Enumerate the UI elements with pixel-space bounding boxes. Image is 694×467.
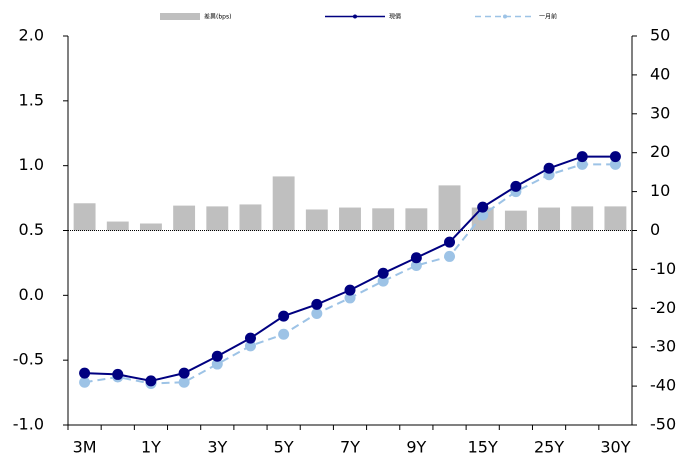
bar [73,203,96,231]
y2-tick-label: 20 [650,142,670,161]
point [444,250,456,262]
point [211,358,223,370]
y-tick-label: -1.0 [13,415,44,434]
bar [305,209,328,231]
point [444,236,456,248]
x-tick-label: 15Y [468,438,498,457]
y2-tick-label: -10 [650,259,676,278]
y-tick-label: 0.5 [19,220,44,239]
point [576,158,588,170]
y-tick-label: 0.0 [19,285,44,304]
line [84,155,616,382]
bar [173,205,196,231]
y2-tick-label: 40 [650,64,670,83]
y2-tick-label: -50 [650,415,676,434]
bar [405,208,428,231]
y-tick-label: 1.0 [19,155,44,174]
point [211,350,223,362]
x-tick-label: 3Y [207,438,227,457]
point [244,332,256,344]
bar [339,207,361,231]
point [311,298,323,310]
point [377,267,389,279]
point [377,275,389,287]
y2-tick-label: 0 [650,220,660,239]
bar [106,221,129,231]
legend-label: 一月前 [539,13,557,21]
point [79,367,91,379]
y2-tick-label: 30 [650,103,670,122]
point [311,307,323,319]
point [244,340,256,352]
point [112,368,124,380]
x-tick-label: 25Y [534,438,564,457]
x-tick-label: 9Y [406,438,426,457]
point [145,375,157,387]
bar [438,185,461,231]
point [344,284,356,296]
point [278,328,290,340]
line [84,163,616,385]
bar [239,204,262,231]
legend-label: 差異(bps) [204,13,231,21]
bar [504,210,527,231]
x-tick-label: 1Y [141,438,161,457]
point [344,292,356,304]
point [543,162,555,174]
bar [538,207,561,231]
y2-tick-label: -30 [650,337,676,356]
bar [206,206,229,231]
point [609,151,621,163]
legend-label: 現價 [389,13,401,21]
point [79,376,91,388]
y2-tick-label: -20 [650,298,676,317]
legend-marker [353,14,357,19]
point [477,209,489,221]
point [576,151,588,163]
y2-tick-label: -40 [650,376,676,395]
point [477,201,489,213]
x-tick-label: 30Y [600,438,630,457]
point [510,180,522,192]
point [410,252,422,264]
y2-tick-label: 50 [650,26,670,45]
legend-swatch [160,13,200,20]
y-tick-label: 2.0 [19,26,44,45]
bar [372,208,395,231]
x-tick-label: 3M [73,438,97,457]
y2-tick-label: 10 [650,181,670,200]
point [178,376,190,388]
bar [604,206,627,231]
y-tick-label: 1.5 [19,90,44,109]
bar [571,206,594,231]
point [178,367,190,379]
legend-marker [503,14,507,19]
point [609,158,621,170]
point [278,310,290,322]
point [410,260,422,272]
bar [272,176,295,231]
x-tick-label: 7Y [340,438,360,457]
x-tick-label: 5Y [274,438,294,457]
bar [139,223,162,231]
y-tick-label: -0.5 [13,350,44,369]
